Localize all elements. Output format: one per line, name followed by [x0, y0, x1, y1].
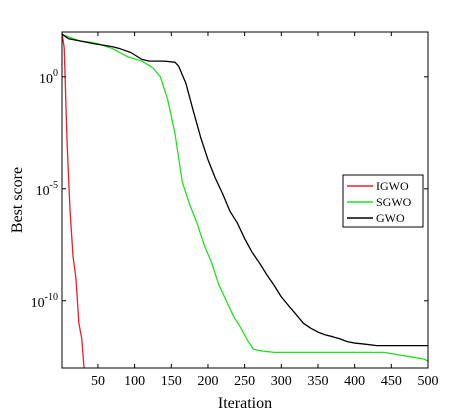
x-tick-label: 150: [161, 374, 182, 389]
x-axis-title: Iteration: [218, 395, 272, 412]
x-tick-label: 100: [124, 374, 145, 389]
x-tick-label: 300: [271, 374, 292, 389]
legend-label-sgwo: SGWO: [376, 195, 412, 209]
y-tick-label: 10-5: [36, 180, 58, 199]
x-tick-label: 500: [418, 374, 439, 389]
x-tick-label: 250: [234, 374, 255, 389]
x-tick-label: 50: [91, 374, 105, 389]
x-tick-label: 450: [381, 374, 402, 389]
x-tick-label: 200: [197, 374, 218, 389]
series-line-gwo: [62, 33, 428, 347]
y-axis-title: Best score: [9, 167, 26, 233]
series-layer: [62, 32, 428, 368]
series-line-igwo: [62, 32, 85, 368]
legend: IGWO SGWO GWO: [342, 174, 424, 228]
legend-label-gwo: GWO: [376, 211, 405, 225]
x-tick-label: 350: [307, 374, 328, 389]
y-tick-label: 10-10: [31, 292, 58, 311]
series-line-sgwo: [62, 33, 428, 362]
y-tick-label: 100: [39, 68, 58, 87]
ticks-layer: 50 100 150 200 250 300 350 400 450 500 100 10-5 10-1…: [31, 32, 439, 389]
legend-label-igwo: IGWO: [376, 179, 409, 193]
x-tick-label: 400: [344, 374, 365, 389]
